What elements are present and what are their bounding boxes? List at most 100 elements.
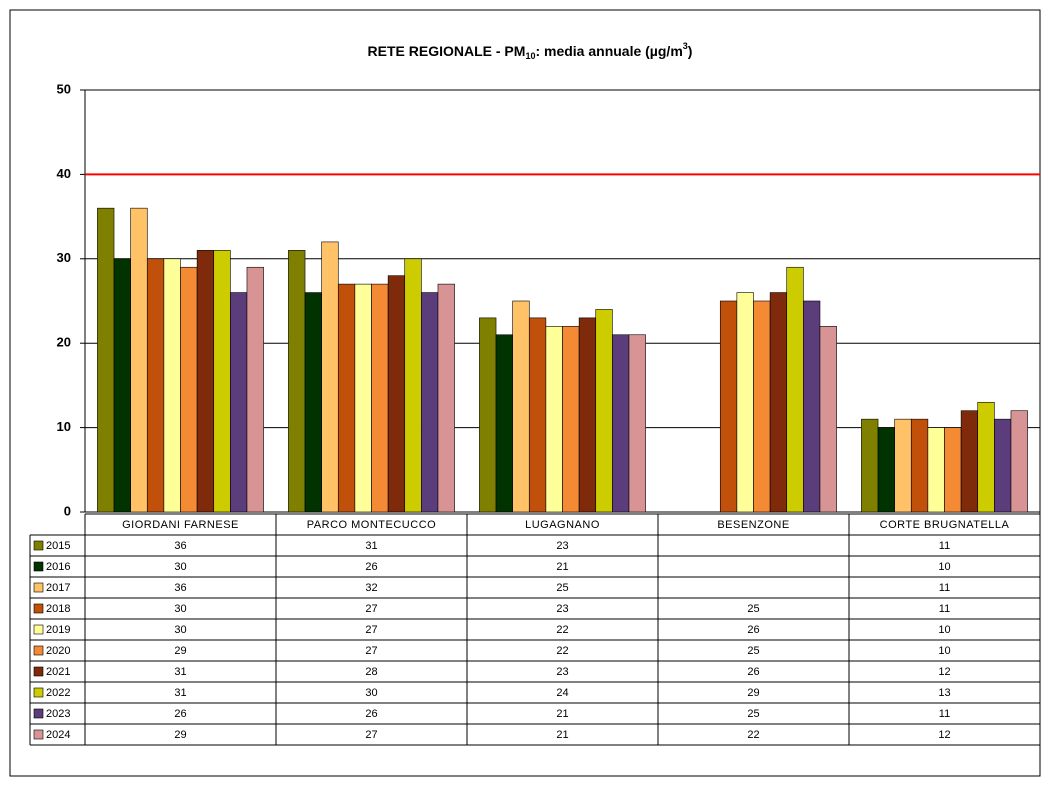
table-value: 11 (939, 603, 950, 615)
table-value: 21 (556, 729, 568, 741)
table-value: 22 (556, 624, 568, 636)
bar (230, 292, 248, 513)
table-value: 12 (938, 729, 950, 741)
table-value: 12 (938, 666, 950, 678)
table-value: 23 (556, 666, 568, 678)
legend-swatch (33, 540, 44, 551)
bar (437, 283, 455, 513)
table-value: 23 (556, 603, 568, 615)
legend-label: 2022 (46, 687, 70, 699)
bar (578, 317, 597, 513)
bar (944, 427, 962, 513)
legend-swatch (33, 582, 44, 593)
table-value: 30 (174, 624, 186, 636)
title-part: RETE REGIONALE - PM (368, 43, 526, 59)
table-value: 29 (747, 687, 759, 699)
bar (304, 292, 322, 513)
bar (1010, 410, 1028, 513)
table-value: 31 (365, 540, 377, 552)
table-value: 13 (938, 687, 950, 699)
table-value: 24 (556, 687, 568, 699)
bar (894, 418, 912, 513)
y-tick-label: 0 (64, 503, 71, 518)
table-value: 26 (365, 561, 377, 573)
legend-label: 2018 (46, 603, 70, 615)
legend-label: 2023 (46, 708, 70, 720)
bar (321, 241, 339, 513)
bar (146, 258, 165, 513)
x-tick-label: LUGAGNANO (525, 519, 600, 531)
bar (595, 309, 613, 513)
table-value: 11 (939, 540, 950, 552)
legend-swatch (33, 687, 44, 698)
bar (753, 300, 771, 513)
legend-label: 2019 (46, 624, 70, 636)
bar (819, 326, 837, 513)
legend-label: 2021 (46, 666, 70, 678)
legend-swatch (33, 708, 44, 719)
table-value: 26 (174, 708, 186, 720)
table-value: 11 (939, 708, 950, 720)
bar (387, 275, 406, 513)
bar (977, 401, 995, 513)
table-value: 21 (556, 708, 568, 720)
legend-swatch (33, 624, 44, 635)
bar (960, 410, 979, 513)
table-value: 25 (556, 582, 568, 594)
table-value: 28 (365, 666, 377, 678)
chart-title: RETE REGIONALE - PM10: media annuale (µg… (368, 41, 693, 61)
table-value: 31 (174, 687, 186, 699)
table-value: 31 (174, 666, 186, 678)
y-tick-label: 30 (57, 250, 71, 265)
bar (769, 292, 788, 513)
bar (562, 326, 580, 513)
frame (9, 9, 1041, 777)
bar (910, 418, 929, 513)
bar (927, 427, 945, 513)
title-part: 10 (525, 51, 535, 61)
legend-label: 2015 (46, 540, 70, 552)
bar (404, 258, 422, 513)
bar (354, 283, 372, 513)
bar (421, 292, 439, 513)
legend-swatch (33, 645, 44, 656)
table-value: 23 (556, 540, 568, 552)
bar (113, 258, 131, 513)
table-value: 25 (747, 645, 759, 657)
table-value: 36 (174, 582, 186, 594)
table-value: 26 (747, 666, 759, 678)
bar (288, 250, 306, 513)
bar (877, 427, 895, 513)
legend-swatch (33, 666, 44, 677)
bar (612, 334, 630, 513)
table-value: 27 (365, 645, 377, 657)
bar (528, 317, 547, 513)
bar (196, 250, 215, 513)
bar (130, 207, 148, 513)
title-part: 3 (683, 41, 688, 51)
legend-swatch (33, 603, 44, 614)
table-value: 21 (556, 561, 568, 573)
table-value: 10 (938, 624, 950, 636)
table-value: 11 (939, 582, 950, 594)
title-part: ) (688, 43, 693, 59)
legend-label: 2020 (46, 645, 70, 657)
bar (786, 266, 804, 513)
bar (479, 317, 497, 513)
bar (213, 250, 231, 513)
table-value: 22 (747, 729, 759, 741)
bar (861, 418, 879, 513)
x-tick-label: CORTE BRUGNATELLA (880, 519, 1010, 531)
bar (246, 266, 264, 513)
bar (994, 418, 1012, 513)
table-value: 25 (747, 708, 759, 720)
y-tick-label: 40 (57, 166, 71, 181)
title-part: : media annuale (µg/m (535, 43, 682, 59)
legend-label: 2016 (46, 561, 70, 573)
bar (719, 300, 738, 513)
table-value: 10 (938, 645, 950, 657)
bar (803, 300, 821, 513)
bar (180, 266, 198, 513)
